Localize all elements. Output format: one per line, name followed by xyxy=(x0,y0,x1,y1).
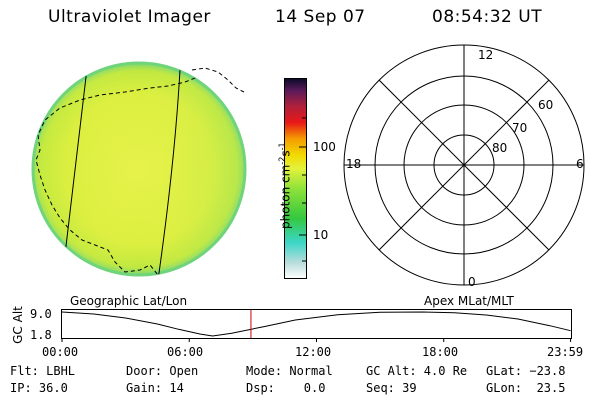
instrument-title: Ultraviolet Imager xyxy=(48,7,211,27)
date-label: 14 Sep 07 xyxy=(275,7,366,27)
time-tick-1200: 12:00 xyxy=(295,345,332,359)
time-tick-0000: 00:00 xyxy=(42,345,79,359)
alt-ylabel: GC Alt xyxy=(11,306,25,344)
ip-value: IP: 36.0 xyxy=(10,381,68,395)
time-tick-1800: 18:00 xyxy=(422,345,459,359)
apex-label: Apex MLat/MLT xyxy=(424,294,514,308)
time-tick-2359: 23:59 xyxy=(547,345,584,359)
filter-value: Flt: LBHL xyxy=(10,364,76,378)
colorbar-tick-10: 10 xyxy=(313,228,329,242)
mlt-label-18: 18 xyxy=(346,157,362,171)
altitude-series-line xyxy=(61,311,571,337)
glon-value: GLon: 23.5 xyxy=(486,381,566,395)
door-value: Door: Open xyxy=(126,364,199,378)
coastline xyxy=(35,69,236,276)
alt-ymin-label: 1.8 xyxy=(30,328,52,342)
glat-value: GLat: −23.8 xyxy=(486,364,566,378)
gain-value: Gain: 14 xyxy=(126,381,184,395)
alt-ymax-label: 9.0 xyxy=(30,307,52,321)
mode-value: Mode: Normal xyxy=(246,364,333,378)
colorbar-tick-100: 100 xyxy=(313,140,336,154)
lat-label-80: 80 xyxy=(492,141,508,155)
mlt-label-0: 0 xyxy=(468,275,476,289)
seq-value: Seq: 39 xyxy=(366,381,417,395)
gc-alt-value: GC Alt: 4.0 Re xyxy=(366,364,468,378)
colorbar xyxy=(284,78,307,279)
time-label: 08:54:32 UT xyxy=(432,7,543,27)
time-tick-0600: 06:00 xyxy=(167,345,204,359)
geographic-label: Geographic Lat/Lon xyxy=(70,294,188,308)
dsp-value: Dsp: 0.0 xyxy=(246,381,326,395)
mlt-label-12: 12 xyxy=(478,48,494,62)
mlt-label-6: 6 xyxy=(576,157,584,171)
lat-label-60: 60 xyxy=(538,98,554,112)
lat-label-70: 70 xyxy=(512,121,528,135)
longitude-line-right xyxy=(157,69,181,276)
